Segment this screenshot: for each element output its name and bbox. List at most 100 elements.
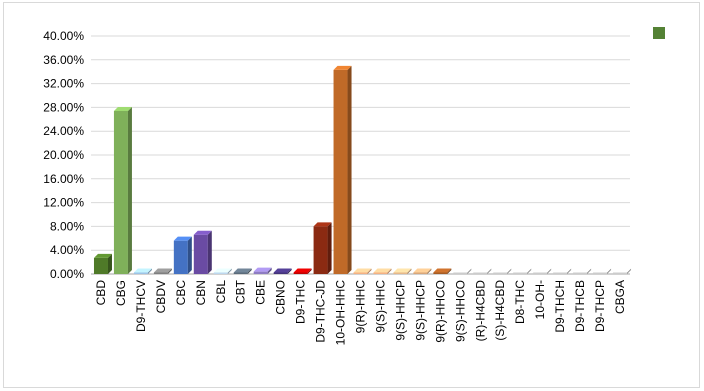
bar-front <box>293 272 308 274</box>
bar-side <box>127 106 132 274</box>
bar <box>413 268 432 274</box>
bar-top <box>133 268 152 273</box>
bar-side <box>287 268 292 274</box>
y-tick-label: 12.00% <box>43 196 84 210</box>
bar-side <box>187 236 192 274</box>
bar <box>533 268 552 274</box>
bar-top <box>273 268 292 273</box>
bar-front <box>153 272 168 274</box>
bar-top <box>253 267 272 272</box>
bar-top <box>353 268 372 273</box>
bar-side <box>427 268 432 274</box>
bar-side <box>507 268 512 274</box>
x-tick-label: CBDV <box>154 280 168 313</box>
bar <box>273 268 292 274</box>
x-tick-label: D9-THCB <box>573 280 587 332</box>
bar-front <box>433 272 448 274</box>
y-tick-label: 4.00% <box>50 243 84 257</box>
bar-front <box>253 271 268 274</box>
bar <box>133 268 152 274</box>
x-tick-label: CBL <box>214 280 228 304</box>
y-tick-label: 16.00% <box>43 172 84 186</box>
x-tick-label: D9-THCV <box>134 280 148 332</box>
bar <box>513 268 532 274</box>
bar-side <box>267 267 272 274</box>
bar-front <box>393 272 408 274</box>
bar-top <box>193 230 212 235</box>
y-tick-label: 28.00% <box>43 100 84 114</box>
bar-front <box>513 272 528 274</box>
gridlines <box>91 35 630 275</box>
x-axis-labels: CBD CBG D9-THCV CBDV CBC CBN CBL CBT CBE CBNO D9-T… <box>94 279 627 345</box>
bar-side <box>247 268 252 274</box>
bar-front <box>193 234 208 274</box>
y-tick-label: 32.00% <box>43 77 84 91</box>
x-tick-label: CBC <box>174 280 188 306</box>
y-axis-ticks: 40.00% 36.00% 32.00% 28.00% 24.00% 20.00% 16.0… <box>43 29 84 281</box>
x-tick-label: CBNO <box>274 280 288 315</box>
bar-top <box>173 236 192 241</box>
bar-side <box>167 268 172 274</box>
bar-side <box>527 268 532 274</box>
bar-front <box>373 272 388 274</box>
bar-front <box>493 272 508 274</box>
bar-front <box>553 272 568 274</box>
bar <box>153 268 172 274</box>
bar-front <box>133 272 148 274</box>
x-tick-label: CBE <box>254 280 268 305</box>
bar <box>233 268 252 274</box>
bar-side <box>467 268 472 274</box>
bar <box>453 268 472 274</box>
bar-front <box>113 110 128 274</box>
x-tick-label: 10-OH-HHC <box>334 280 348 346</box>
bar <box>393 268 412 274</box>
x-tick-label: (R)-H4CBD <box>473 280 487 342</box>
bar-side <box>347 65 352 274</box>
bar-side <box>147 268 152 274</box>
bar-front <box>593 272 608 274</box>
bar-top <box>473 268 492 273</box>
bar-side <box>227 268 232 274</box>
bar-top <box>513 268 532 273</box>
bar-top <box>113 106 132 111</box>
x-tick-label: 10-OH- <box>533 280 547 319</box>
legend-marker <box>653 27 665 39</box>
x-tick-label: 9(S)-HHCP <box>413 280 427 341</box>
legend <box>653 27 665 39</box>
bar-side <box>587 268 592 274</box>
bar-side <box>327 222 332 274</box>
bar-top <box>153 268 172 273</box>
bar-front <box>233 272 248 274</box>
bar-top <box>93 253 112 258</box>
bar <box>193 230 212 274</box>
bars <box>93 65 632 274</box>
y-tick-label: 40.00% <box>43 29 84 43</box>
bar-front <box>173 240 188 274</box>
x-tick-label: D9-THCH <box>553 280 567 333</box>
y-tick-label: 8.00% <box>50 219 84 233</box>
bar-front <box>273 272 288 274</box>
bar <box>353 268 372 274</box>
bar <box>113 106 132 274</box>
bar-side <box>107 253 112 274</box>
bar-top <box>373 268 392 273</box>
bar-top <box>613 268 632 273</box>
x-tick-label: CBGA <box>613 280 627 314</box>
bar-top <box>313 222 332 227</box>
bar-front <box>93 257 108 274</box>
bar-front <box>313 226 328 274</box>
bar <box>373 268 392 274</box>
x-tick-label: 9(R)-HHC <box>354 280 368 334</box>
bar <box>433 268 452 274</box>
bar-side <box>207 230 212 274</box>
bar-front <box>213 272 228 274</box>
bar <box>293 268 312 274</box>
bar <box>613 268 632 274</box>
bar-front <box>533 272 548 274</box>
bar-side <box>607 268 612 274</box>
bar-top <box>233 268 252 273</box>
bar-side <box>567 268 572 274</box>
bar <box>473 268 492 274</box>
x-tick-label: 9(S)-HHCP <box>393 280 407 341</box>
bar-top <box>293 268 312 273</box>
